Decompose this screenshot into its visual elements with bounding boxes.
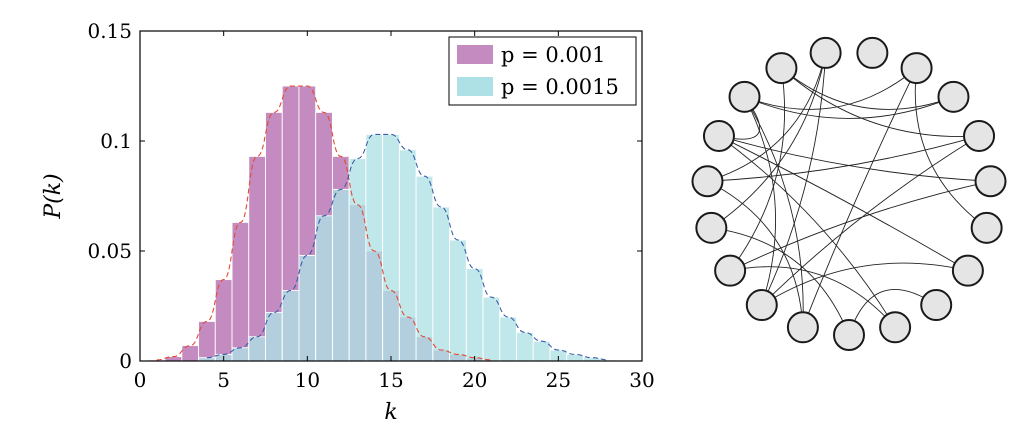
bar-series-2-k-15 <box>382 133 400 362</box>
fit-curves-layer <box>156 85 609 361</box>
graph-node-14 <box>695 211 728 244</box>
bar-series-2-k-14 <box>365 133 384 362</box>
bar-series-2-k-24 <box>532 340 551 362</box>
ticks-layer: 0 5 10 15 20 25 30 0 0.05 0.1 0.15 <box>87 19 654 392</box>
graph-edge-6 <box>781 67 980 137</box>
x-tick-label-20: 20 <box>462 368 487 392</box>
graph-node-12 <box>745 289 778 322</box>
network-graph <box>691 36 1007 351</box>
graph-edge-5 <box>707 135 980 182</box>
graph-edge-10 <box>718 135 969 272</box>
graph-node-18 <box>765 52 798 85</box>
bar-series-2-k-8 <box>265 312 283 362</box>
graph-edge-18 <box>761 52 827 306</box>
bar-series-1-k-3 <box>181 345 200 362</box>
y-tick-label-0.1: 0.1 <box>100 129 132 153</box>
graph-edge-2 <box>802 67 917 328</box>
graph-node-6 <box>970 211 1003 244</box>
y-axis-label: P(k) <box>41 173 66 219</box>
x-tick-label-15: 15 <box>378 368 403 392</box>
nodes-layer <box>691 36 1007 351</box>
y-tick-label-0.15: 0.15 <box>87 19 132 43</box>
graph-node-8 <box>920 289 953 322</box>
graph-edge-21 <box>707 52 827 182</box>
graph-edge-14 <box>711 227 850 336</box>
graph-node-17 <box>728 80 761 113</box>
graph-edge-20 <box>711 52 827 229</box>
graph-edge-12 <box>730 266 896 328</box>
bar-series-1-k-5 <box>214 279 233 362</box>
legend-label-p-0.0015: p = 0.0015 <box>501 75 619 99</box>
x-tick-label-5: 5 <box>217 368 230 392</box>
histogram-chart: 0 5 10 15 20 25 30 0 0.05 0.1 0.15 k P(k) p = 0.00… <box>41 19 655 425</box>
bar-series-2-k-13 <box>348 158 367 362</box>
graph-node-19 <box>809 36 842 69</box>
bar-series-2-k-20 <box>465 268 484 362</box>
graph-node-1 <box>856 36 889 69</box>
y-tick-label-0: 0 <box>119 349 132 373</box>
legend: p = 0.001 p = 0.0015 <box>448 36 637 106</box>
graph-node-15 <box>691 165 724 198</box>
graph-node-11 <box>786 311 819 344</box>
graph-edge-4 <box>761 135 980 306</box>
bar-series-2-k-9 <box>281 290 300 362</box>
legend-swatch-p-0.0015 <box>457 77 493 96</box>
graph-edge-3 <box>744 96 954 119</box>
legend-swatch-p-0.001 <box>457 45 493 64</box>
bar-series-2-k-23 <box>516 331 534 362</box>
graph-node-10 <box>833 319 865 351</box>
graph-edge-7 <box>729 180 991 272</box>
x-tick-label-25: 25 <box>546 368 571 392</box>
bar-series-2-k-18 <box>432 206 451 362</box>
bar-series-2-k-6 <box>231 347 250 362</box>
graph-edge-17 <box>744 96 777 306</box>
bar-series-2-k-19 <box>449 239 467 362</box>
bar-series-1-k-6 <box>231 221 250 362</box>
graph-node-5 <box>974 165 1007 198</box>
graph-edge-23 <box>744 67 917 110</box>
bar-series-2-k-16 <box>398 149 417 362</box>
bars-layer <box>147 85 618 362</box>
graph-edge-19 <box>729 68 786 271</box>
x-tick-label-30: 30 <box>629 368 654 392</box>
fit-curve-series-1 <box>156 85 492 361</box>
legend-label-p-0.001: p = 0.001 <box>501 43 606 67</box>
graph-node-13 <box>714 254 747 287</box>
x-tick-label-10: 10 <box>295 368 320 392</box>
x-tick-label-0: 0 <box>134 368 147 392</box>
graph-node-7 <box>951 254 984 287</box>
graph-edge-13 <box>718 135 896 328</box>
graph-edge-24 <box>781 67 954 110</box>
graph-node-4 <box>963 119 996 152</box>
bar-series-2-k-21 <box>482 296 501 362</box>
graph-edge-15 <box>707 180 804 328</box>
graph-node-16 <box>702 119 735 152</box>
bar-series-2-k-7 <box>248 336 266 362</box>
bar-series-2-k-12 <box>331 188 350 362</box>
bar-series-2-k-22 <box>499 316 517 362</box>
y-tick-label-0.05: 0.05 <box>87 239 132 263</box>
graph-edge-1 <box>914 68 987 229</box>
graph-edge-8 <box>718 135 991 182</box>
bar-series-2-k-11 <box>315 215 333 362</box>
x-axis-label: k <box>384 400 397 425</box>
graph-node-3 <box>937 80 970 113</box>
graph-node-2 <box>900 52 933 85</box>
graph-edge-9 <box>761 262 968 306</box>
bar-series-2-k-10 <box>298 254 317 362</box>
graph-node-9 <box>879 311 912 344</box>
